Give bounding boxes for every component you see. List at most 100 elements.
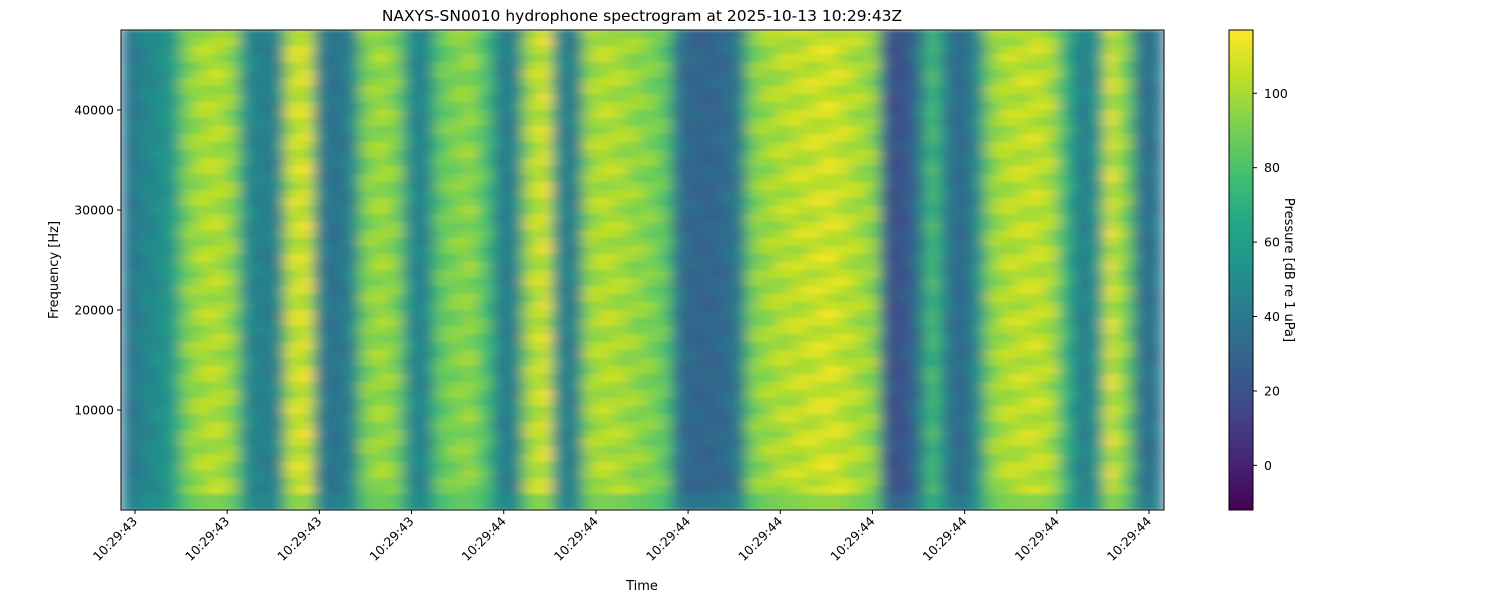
heatmap-cell — [121, 94, 137, 103]
heatmap-cell — [448, 78, 465, 87]
heatmap-cell — [180, 358, 196, 367]
heatmap-cell — [537, 342, 554, 351]
heatmap-cell — [642, 230, 658, 239]
heatmap-cell — [209, 374, 226, 383]
heatmap-cell — [135, 46, 152, 55]
heatmap-cell — [493, 270, 509, 279]
heatmap-cell — [150, 62, 167, 71]
heatmap-cell — [805, 238, 822, 247]
heatmap-cell — [239, 486, 256, 495]
heatmap-cell — [121, 86, 137, 95]
heatmap-cell — [165, 270, 182, 279]
heatmap-cell — [403, 94, 420, 103]
heatmap-cell — [1014, 142, 1031, 151]
heatmap-cell — [895, 366, 912, 375]
heatmap-cell — [388, 302, 405, 311]
heatmap-cell — [1118, 214, 1135, 223]
heatmap-cell — [344, 166, 360, 175]
heatmap-cell — [373, 294, 390, 303]
heatmap-cell — [180, 326, 196, 335]
heatmap-cell — [954, 254, 971, 263]
heatmap-cell — [180, 62, 196, 71]
heatmap-cell — [150, 78, 167, 87]
heatmap-cell — [701, 46, 718, 55]
heatmap-cell — [195, 494, 211, 503]
heatmap-cell — [761, 198, 778, 207]
heatmap-cell — [403, 46, 420, 55]
heatmap-cell — [731, 278, 748, 287]
heatmap-cell — [224, 150, 241, 159]
heatmap-cell — [522, 414, 539, 423]
heatmap-cell — [671, 270, 688, 279]
heatmap-cell — [1133, 390, 1150, 399]
heatmap-cell — [121, 446, 137, 455]
heatmap-cell — [418, 454, 435, 463]
heatmap-cell — [597, 350, 614, 359]
heatmap-cell — [925, 454, 941, 463]
heatmap-cell — [746, 206, 763, 215]
heatmap-cell — [940, 366, 956, 375]
heatmap-cell — [224, 262, 241, 271]
heatmap-cell — [567, 150, 584, 159]
heatmap-cell — [180, 454, 196, 463]
heatmap-cell — [239, 438, 256, 447]
heatmap-cell — [299, 126, 316, 135]
heatmap-cell — [150, 334, 167, 343]
heatmap-cell — [1118, 110, 1135, 119]
heatmap-cell — [358, 342, 375, 351]
heatmap-cell — [344, 174, 360, 183]
heatmap-cell — [701, 166, 718, 175]
heatmap-cell — [314, 134, 331, 143]
heatmap-cell — [299, 310, 316, 319]
heatmap-cell — [999, 286, 1016, 295]
heatmap-cell — [984, 478, 1001, 487]
heatmap-cell — [403, 142, 420, 151]
heatmap-cell — [880, 342, 897, 351]
heatmap-cell — [597, 318, 614, 327]
heatmap-cell — [642, 174, 658, 183]
heatmap-cell — [507, 494, 524, 503]
heatmap-cell — [925, 142, 941, 151]
heatmap-cell — [373, 86, 390, 95]
heatmap-cell — [895, 126, 912, 135]
heatmap-cell — [269, 398, 286, 407]
heatmap-cell — [150, 502, 167, 510]
heatmap-cell — [507, 334, 524, 343]
heatmap-cell — [537, 54, 554, 63]
heatmap-cell — [239, 254, 256, 263]
heatmap-cell — [269, 462, 286, 471]
heatmap-cell — [463, 486, 480, 495]
heatmap-cell — [761, 350, 778, 359]
heatmap-cell — [121, 182, 137, 191]
heatmap-cell — [150, 302, 167, 311]
heatmap-cell — [686, 38, 703, 47]
heatmap-cell — [463, 446, 480, 455]
heatmap-cell — [984, 462, 1001, 471]
heatmap-cell — [1148, 470, 1164, 479]
heatmap-cell — [1133, 294, 1150, 303]
heatmap-cell — [269, 150, 286, 159]
heatmap-cell — [165, 446, 182, 455]
heatmap-cell — [1133, 478, 1150, 487]
heatmap-cell — [254, 382, 271, 391]
heatmap-cell — [180, 174, 196, 183]
heatmap-cell — [209, 310, 226, 319]
heatmap-cell — [984, 206, 1001, 215]
heatmap-cell — [940, 286, 956, 295]
heatmap-cell — [1044, 206, 1061, 215]
heatmap-cell — [701, 302, 718, 311]
heatmap-cell — [746, 382, 763, 391]
heatmap-cell — [776, 430, 792, 439]
heatmap-cell — [567, 382, 584, 391]
heatmap-cell — [418, 478, 435, 487]
heatmap-cell — [805, 166, 822, 175]
heatmap-cell — [776, 174, 792, 183]
heatmap-cell — [1059, 110, 1076, 119]
heatmap-cell — [895, 166, 912, 175]
heatmap-cell — [895, 230, 912, 239]
heatmap-cell — [537, 78, 554, 87]
heatmap-cell — [552, 78, 569, 87]
heatmap-cell — [269, 214, 286, 223]
heatmap-cell — [254, 142, 271, 151]
heatmap-cell — [865, 142, 882, 151]
